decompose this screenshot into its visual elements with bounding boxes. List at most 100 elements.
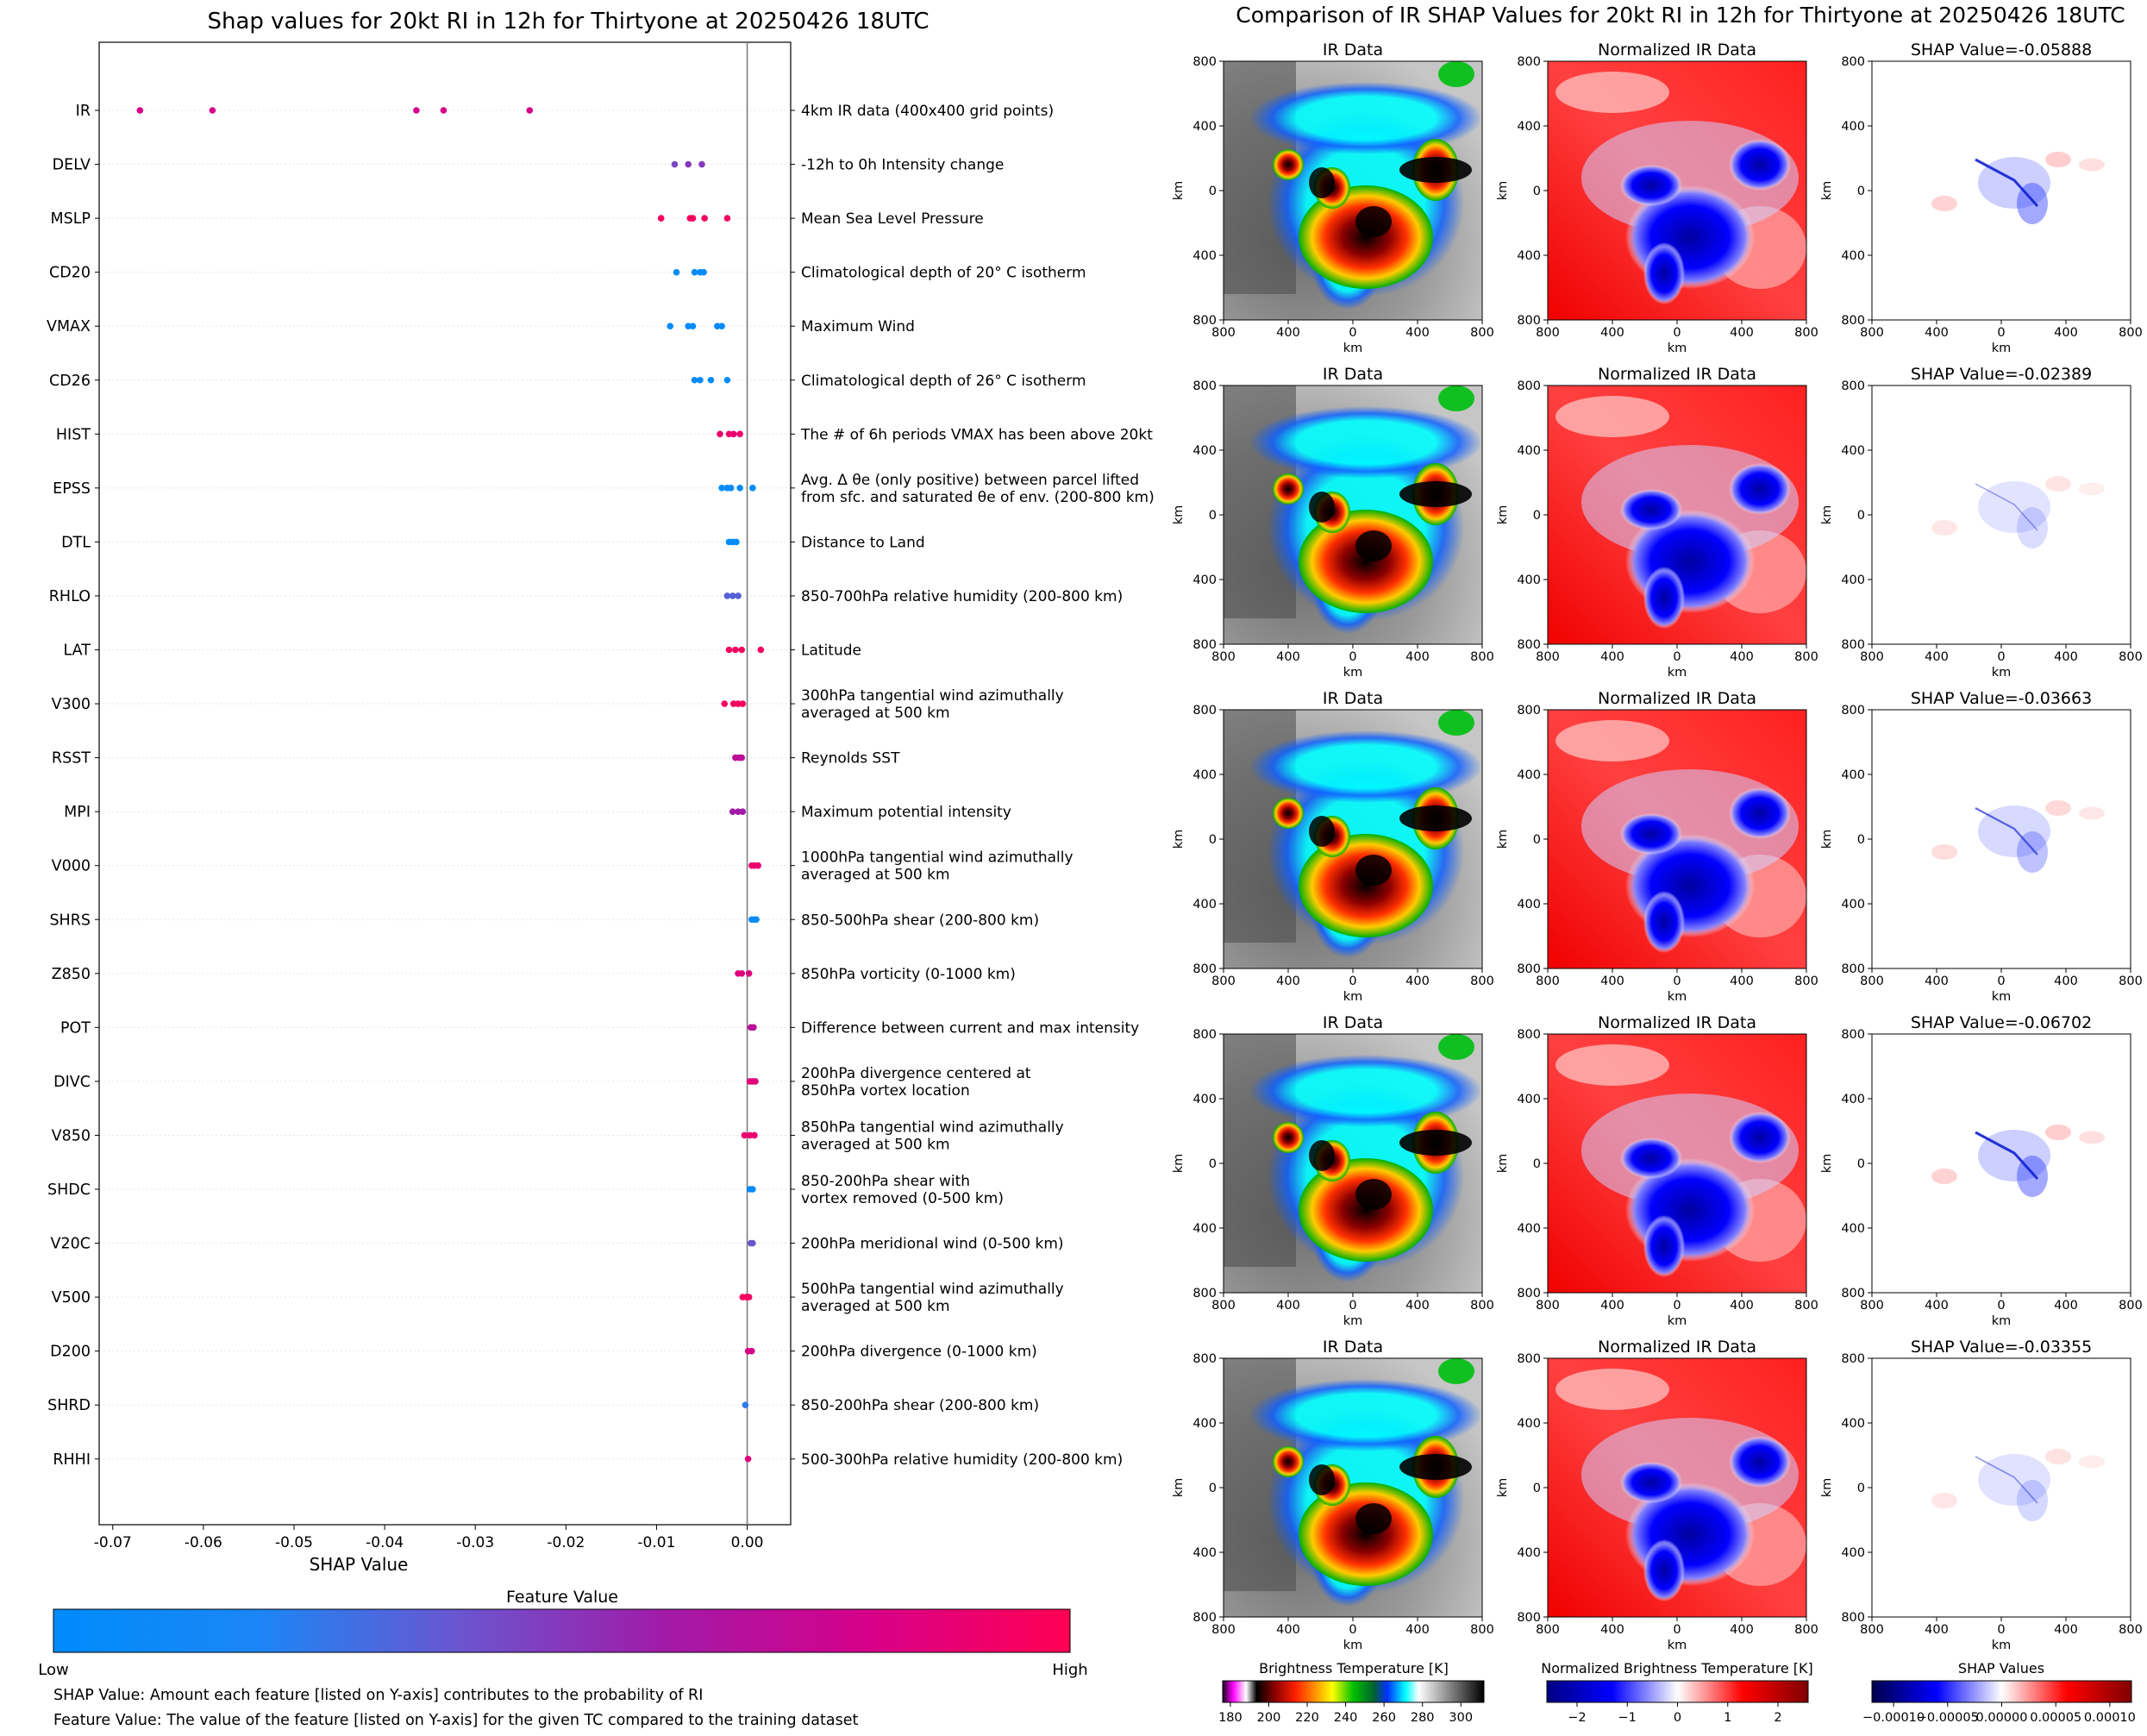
norm-light-patch: [1555, 1369, 1669, 1410]
shap-blue-streak: [1975, 483, 2038, 531]
panel-y-tick-label: 400: [1841, 249, 1865, 263]
shap-red-patch: [2045, 800, 2071, 816]
panel-x-axis-label: km: [1668, 990, 1687, 1004]
colorbar-normalized-ticks: −2 −1 0 1 2: [1568, 1702, 1782, 1725]
shap-point: [671, 160, 679, 168]
colorbar-tick-label: −0.00010: [1862, 1711, 1925, 1725]
panel-x-tick-label: 800: [2119, 650, 2143, 664]
panel-y-tick-label: 800: [1517, 1028, 1541, 1042]
ir-storm-core: [1299, 510, 1433, 613]
panel-x-tick-label: 800: [1860, 1299, 1884, 1313]
panel-y-tick-label: 800: [1192, 962, 1217, 976]
ir-storm-core: [1299, 834, 1433, 937]
ir-green-patch: [1438, 710, 1474, 736]
panel-x-axis-label: km: [1992, 990, 2012, 1004]
shap-point: [736, 485, 743, 492]
x-tick-label: -0.04: [366, 1534, 404, 1551]
feature-description: 850-500hPa shear (200-800 km): [801, 912, 1039, 929]
panel-y-axis-label: km: [1172, 1154, 1186, 1174]
panel-x-tick-label: 400: [1405, 1299, 1430, 1313]
panel-x-tick-label: 800: [2119, 1623, 2143, 1637]
colorbar-normalized-bar: [1546, 1680, 1809, 1703]
panel-x-tick-label: 800: [1536, 975, 1560, 988]
ir-coldest-top: [1309, 1140, 1335, 1171]
panel-y-tick-label: 800: [1192, 638, 1217, 652]
panel-y-axis-label: km: [1820, 1478, 1834, 1498]
shap-point: [751, 1131, 758, 1139]
colorbar-high-label: High: [1052, 1661, 1087, 1679]
panel-x-tick-label: 0: [1349, 326, 1356, 340]
colorbar-brightness-temp: Brightness Temperature [K] 180 200 220 240 2…: [1218, 1660, 1485, 1725]
panel-x-tick-label: 400: [1405, 650, 1430, 664]
panel-x-axis-label: km: [1343, 666, 1363, 680]
shap-point: [745, 970, 753, 977]
feature-description: Climatological depth of 20° C isotherm: [801, 265, 1086, 282]
shap-red-patch: [2045, 152, 2071, 167]
shap-point: [697, 376, 704, 384]
colorbar-normalized-title: Normalized Brightness Temperature [K]: [1541, 1660, 1813, 1676]
panel-y-tick-label: 400: [1841, 1093, 1865, 1106]
panel-y-tick-label: 400: [1841, 768, 1865, 782]
ir-storm-core: [1299, 185, 1433, 289]
shap-point: [136, 107, 144, 114]
feature-description: Distance to Land: [801, 534, 925, 551]
panel-y-tick-label: 400: [1517, 898, 1541, 912]
shap-point: [729, 592, 736, 599]
ir-coldest-top: [1355, 206, 1392, 237]
panel-y-tick-label: 400: [1517, 1093, 1541, 1106]
panel-x-tick-label: 0: [1997, 1623, 2005, 1637]
feature-description: vortex removed (0-500 km): [801, 1190, 1004, 1207]
shap-point: [685, 323, 692, 330]
panel-title: Normalized IR Data: [1598, 689, 1756, 708]
panel-y-axis-label: km: [1820, 830, 1834, 849]
shap-point: [413, 107, 420, 114]
shap-point: [725, 646, 733, 654]
shap-point: [657, 215, 665, 222]
shap-point: [748, 1347, 755, 1355]
panel-y-tick-label: 0: [1857, 185, 1865, 198]
norm-cold-cell: [1643, 891, 1685, 953]
ir-coldest-top: [1309, 492, 1335, 523]
panel-y-tick-label: 800: [1517, 1611, 1541, 1625]
ir-cold-band: [1249, 406, 1482, 479]
colorbar-tick-label: 220: [1295, 1711, 1319, 1725]
shap-blue-core: [2017, 507, 2048, 548]
feature-label: DIVC: [53, 1074, 91, 1091]
norm-cold-cell: [1620, 165, 1682, 206]
panel-y-tick-label: 0: [1209, 509, 1217, 523]
panel-y-tick-label: 0: [1533, 1482, 1541, 1495]
panel-x-tick-label: 400: [1925, 975, 1949, 988]
shap-red-patch: [2045, 1449, 2071, 1464]
colorbar-tick-label: 200: [1257, 1711, 1281, 1725]
shap-background: [1872, 385, 2131, 644]
panel-x-tick-label: 800: [1470, 1623, 1494, 1637]
norm-cold-cell: [1729, 1436, 1791, 1488]
shap-point: [673, 268, 680, 276]
feature-label: SHDC: [47, 1181, 91, 1199]
feature-label: EPSS: [53, 480, 91, 498]
panel-x-tick-label: 800: [1211, 975, 1236, 988]
panel-y-axis-label: km: [1820, 505, 1834, 525]
panel-x-tick-label: 400: [1600, 650, 1624, 664]
panel-y-tick-label: 800: [1517, 379, 1541, 393]
shap-point: [209, 107, 216, 114]
feature-label: SHRS: [49, 912, 91, 929]
x-tick-label: -0.07: [94, 1534, 132, 1551]
feature-label: VMAX: [47, 318, 91, 335]
shap-point: [717, 430, 723, 438]
colorbar-tick-label: 0.00000: [1976, 1711, 2028, 1725]
colorbar-shap-bar: [1871, 1680, 2132, 1703]
panel-y-tick-label: 400: [1517, 1546, 1541, 1560]
shap-point: [667, 323, 674, 330]
panel-title: SHAP Value=-0.06702: [1911, 1013, 2092, 1032]
ir-storm-cell: [1273, 473, 1304, 505]
plot-frame: [98, 41, 792, 1526]
panel-title: SHAP Value=-0.02389: [1911, 365, 2092, 384]
panel-x-tick-label: 400: [1600, 326, 1624, 340]
colorbar-tick-label: 180: [1218, 1711, 1243, 1725]
panel-x-tick-label: 800: [1860, 1623, 1884, 1637]
panel-x-tick-label: 400: [1925, 650, 1949, 664]
panel-x-tick-label: 400: [1925, 326, 1949, 340]
